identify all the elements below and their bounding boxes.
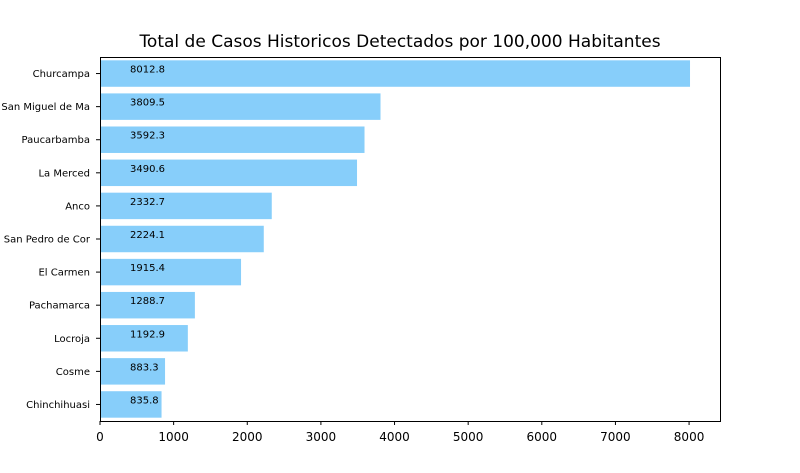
bar	[100, 358, 166, 385]
category-axis: Churcampa San Miguel de Ma Paucarbamba La M…	[1, 69, 100, 411]
category-label: El Carmen	[38, 268, 90, 279]
plot-frame	[100, 57, 721, 422]
category-label: San Pedro de Cor	[4, 235, 91, 246]
x-tick-label: 5000	[453, 430, 484, 444]
bar-value-label: 883.3	[130, 362, 159, 373]
x-tick-label: 1000	[158, 430, 189, 444]
x-tick-label: 4000	[379, 430, 410, 444]
x-tick-label: 8000	[674, 430, 705, 444]
category-label: Anco	[65, 201, 90, 212]
bar	[100, 325, 188, 352]
bar-value-label: 1915.4	[130, 263, 165, 274]
category-label: San Miguel de Ma	[1, 102, 90, 113]
bar-value-label: 3809.5	[130, 98, 165, 109]
bar-value-label: 2332.7	[130, 197, 165, 208]
bar	[100, 225, 264, 253]
category-label: La Merced	[38, 168, 90, 179]
category-label: Cosme	[56, 367, 90, 378]
bar	[100, 126, 365, 153]
x-tick-label: 3000	[306, 430, 337, 444]
x-axis: 0 1000 2000 3000 4000 5000 6000 7000 8000	[96, 421, 704, 444]
category-label: Pachamarca	[29, 301, 90, 312]
chart-title: Total de Casos Historicos Detectados por…	[138, 32, 660, 52]
category-label: Locroja	[54, 334, 90, 345]
bar	[100, 60, 691, 87]
x-tick-label: 0	[96, 430, 104, 444]
bar-value-label: 835.8	[130, 395, 159, 406]
bars-group	[100, 60, 691, 418]
bar	[100, 159, 358, 187]
value-labels-group: 8012.8 3809.5 3592.3 3490.6 2332.7 2224.1 1915…	[130, 65, 165, 407]
bar-value-label: 2224.1	[130, 230, 165, 241]
category-label: Churcampa	[33, 69, 90, 80]
bar-value-label: 3490.6	[130, 164, 165, 175]
category-label: Paucarbamba	[22, 135, 90, 146]
x-tick-label: 6000	[527, 430, 558, 444]
bar	[100, 258, 242, 286]
bar	[100, 391, 162, 418]
x-tick-label: 2000	[232, 430, 263, 444]
bar-value-label: 8012.8	[130, 65, 165, 76]
x-tick-label: 7000	[600, 430, 631, 444]
bar	[100, 192, 272, 220]
bar	[100, 93, 381, 120]
bar	[100, 291, 195, 319]
bar-value-label: 3592.3	[130, 131, 165, 142]
bar-value-label: 1192.9	[130, 329, 165, 340]
category-label: Chinchihuasi	[26, 400, 90, 411]
bar-value-label: 1288.7	[130, 296, 165, 307]
